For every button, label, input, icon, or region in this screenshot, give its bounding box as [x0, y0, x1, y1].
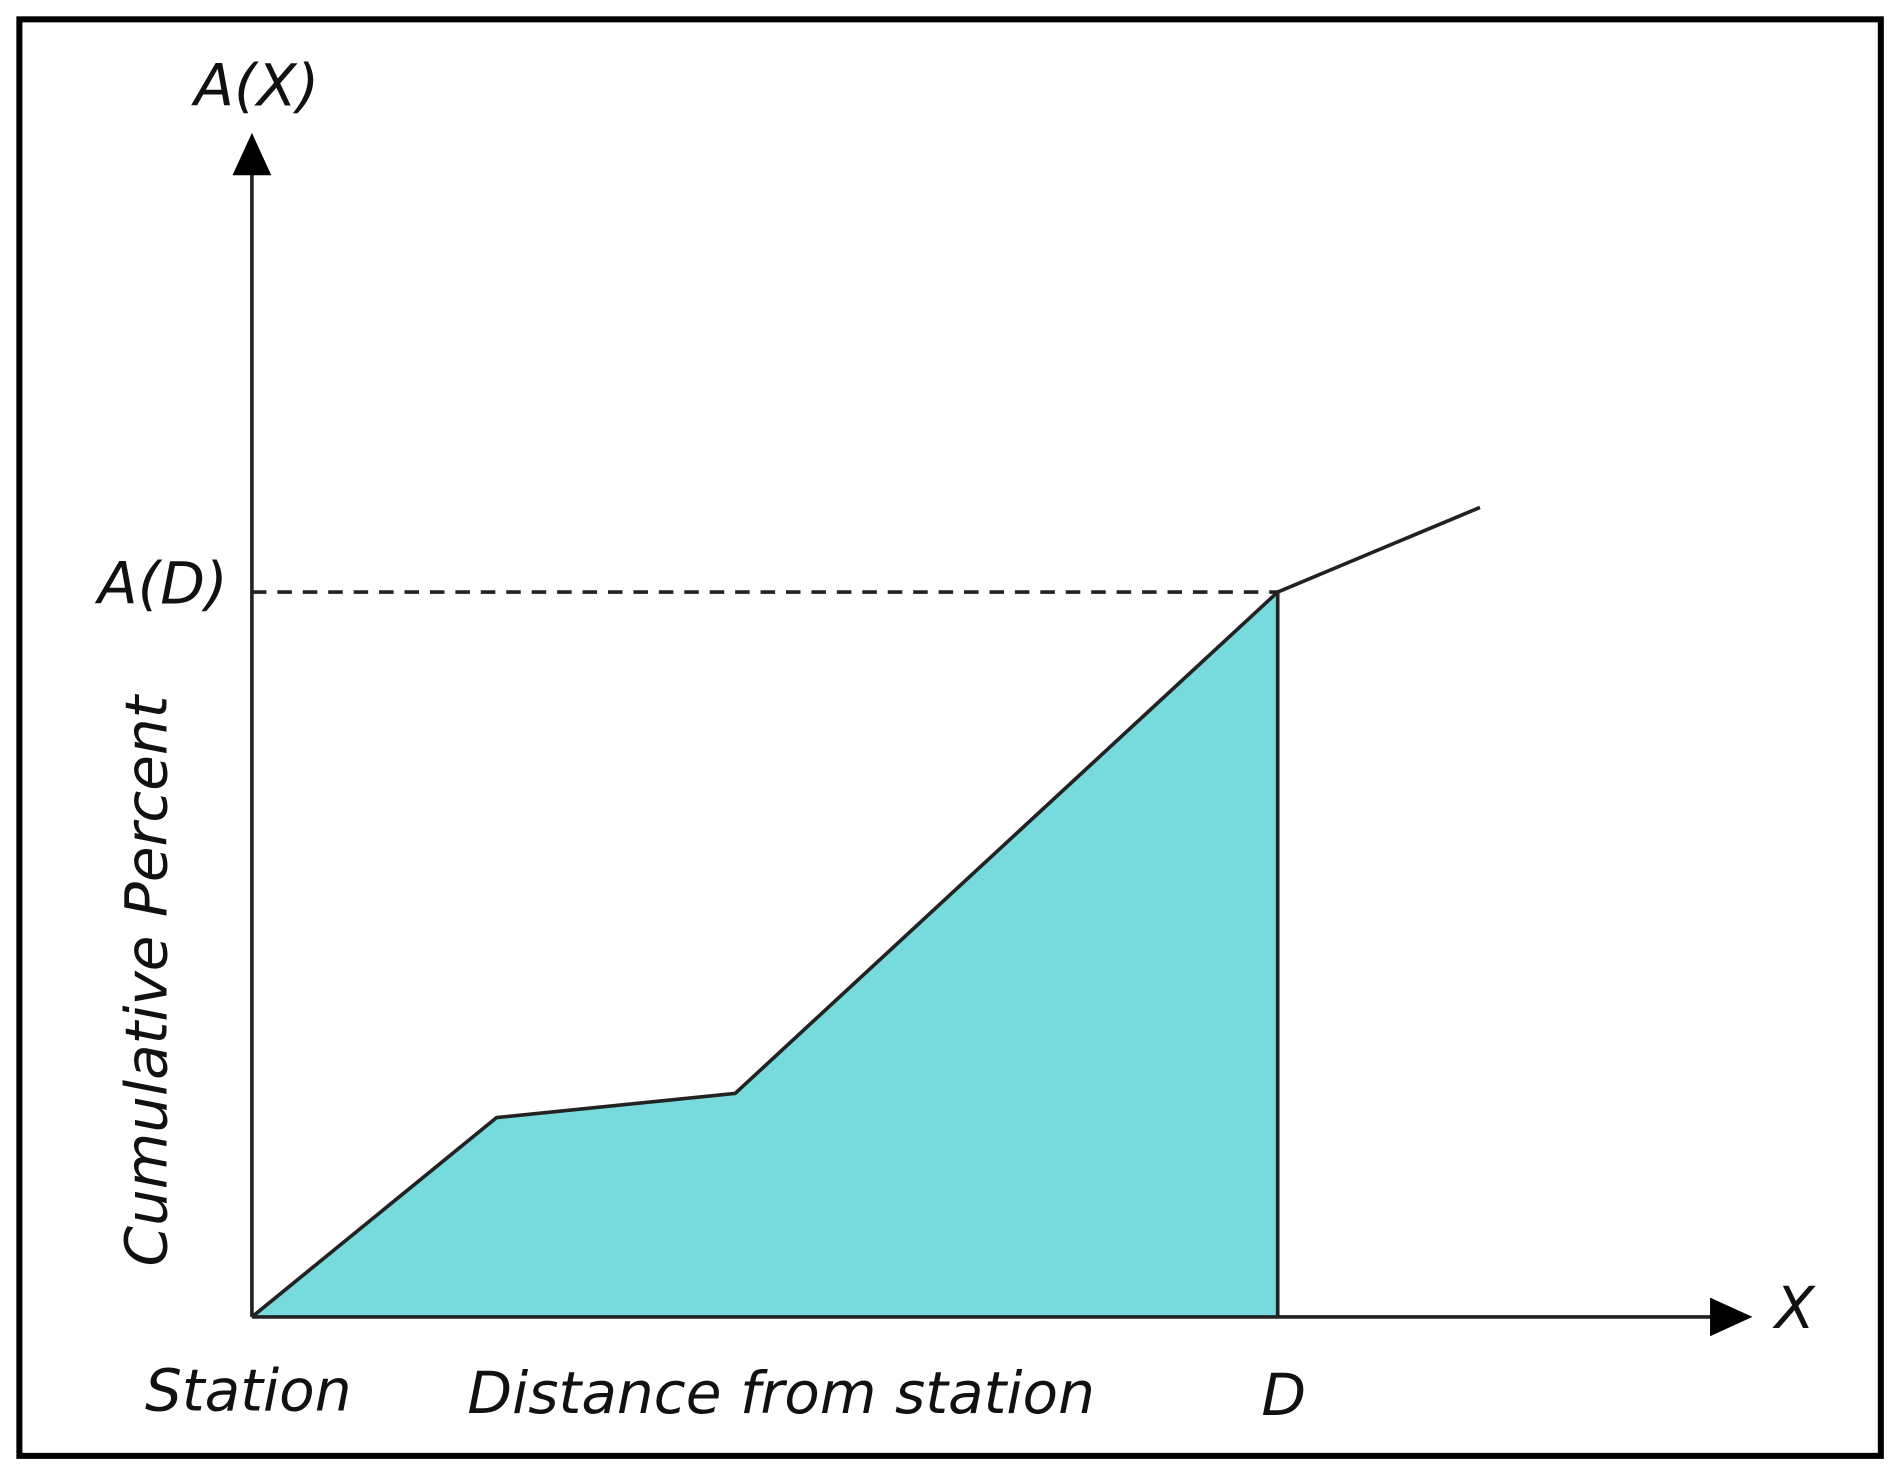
- a-d-label: A(D): [94, 549, 228, 617]
- y-title: Cumulative Percent: [112, 693, 180, 1266]
- x-arrow: [1710, 1297, 1753, 1337]
- d-label: D: [1261, 1361, 1306, 1429]
- x-symbol: X: [1772, 1274, 1816, 1342]
- origin-label: Station: [145, 1356, 352, 1424]
- y-symbol: A(X): [190, 52, 319, 120]
- y-arrow: [232, 132, 272, 176]
- x-title: Distance from station: [467, 1359, 1095, 1427]
- curve: [250, 505, 1481, 1319]
- shaded-area: [251, 592, 1278, 1317]
